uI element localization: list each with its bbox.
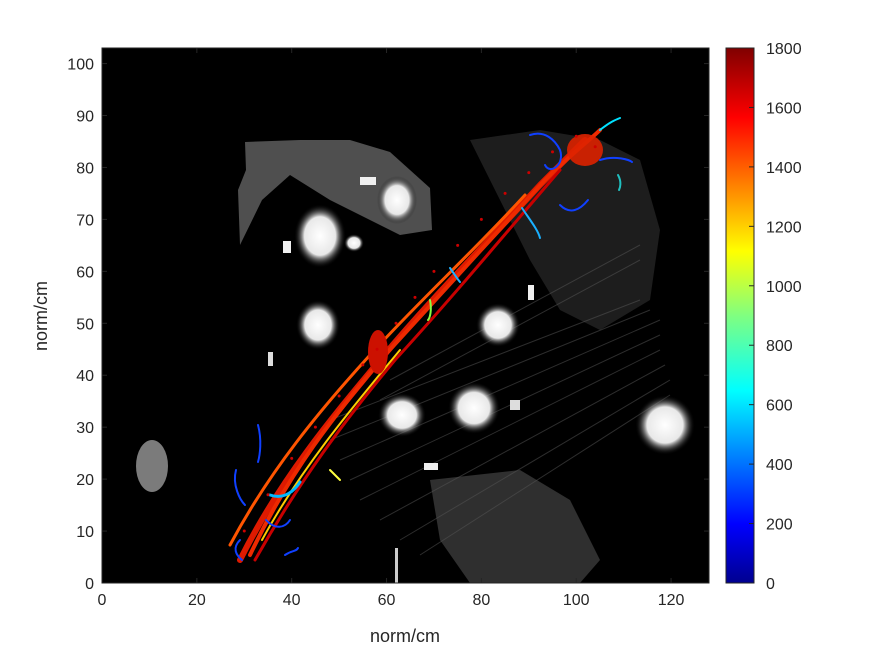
y-tick-label: 20 bbox=[76, 472, 94, 489]
data-point bbox=[242, 529, 246, 533]
colorbar-tick-label: 1200 bbox=[766, 219, 802, 236]
data-point bbox=[266, 493, 270, 497]
background-image bbox=[136, 130, 695, 583]
data-point bbox=[413, 295, 417, 299]
x-axis: 0 20 40 60 80 100 120 bbox=[98, 48, 685, 609]
colorbar-tick-label: 600 bbox=[766, 398, 793, 415]
data-point bbox=[551, 150, 555, 154]
colorbar-axis: 0 200 400 600 800 1000 1200 1400 1600 1800 bbox=[749, 41, 802, 593]
x-tick-label: 0 bbox=[98, 592, 107, 609]
data-point bbox=[527, 171, 531, 175]
colorbar-tick-label: 200 bbox=[766, 517, 793, 534]
y-tick-label: 40 bbox=[76, 368, 94, 385]
x-tick-label: 80 bbox=[472, 592, 490, 609]
streamlines bbox=[228, 117, 633, 563]
y-axis-label: norm/cm bbox=[31, 281, 51, 351]
x-tick-label: 100 bbox=[563, 592, 590, 609]
series-points bbox=[242, 134, 597, 533]
data-point bbox=[394, 321, 398, 325]
x-tick-label: 20 bbox=[188, 592, 206, 609]
y-tick-label: 90 bbox=[76, 109, 94, 126]
x-tick-label: 120 bbox=[658, 592, 685, 609]
data-point bbox=[456, 243, 460, 247]
data-point bbox=[479, 217, 483, 221]
data-point bbox=[432, 269, 436, 273]
y-tick-label: 10 bbox=[76, 524, 94, 541]
y-tick-label: 50 bbox=[76, 316, 94, 333]
y-tick-label: 70 bbox=[76, 212, 94, 229]
y-tick-label: 30 bbox=[76, 420, 94, 437]
x-tick-label: 60 bbox=[378, 592, 396, 609]
plot-frame bbox=[101, 47, 710, 584]
colorbar-tick-label: 1400 bbox=[766, 160, 802, 177]
data-point bbox=[503, 191, 507, 195]
colorbar-tick-label: 0 bbox=[766, 576, 775, 593]
colorbar-tick-label: 800 bbox=[766, 338, 793, 355]
data-point bbox=[337, 394, 341, 398]
colorbar bbox=[725, 47, 755, 584]
colorbar-tick-label: 1800 bbox=[766, 41, 802, 58]
y-tick-label: 60 bbox=[76, 264, 94, 281]
data-point bbox=[593, 145, 597, 149]
data-point bbox=[361, 363, 365, 367]
x-axis-label: norm/cm bbox=[370, 626, 440, 646]
colorbar-tick-label: 1600 bbox=[766, 100, 802, 117]
data-point bbox=[574, 134, 578, 138]
y-axis: 0 10 20 30 40 50 60 70 80 90 100 bbox=[67, 57, 709, 593]
data-point bbox=[290, 456, 294, 460]
data-point bbox=[313, 425, 317, 429]
y-tick-label: 0 bbox=[85, 576, 94, 593]
colorbar-tick-label: 400 bbox=[766, 457, 793, 474]
colorbar-tick-label: 1000 bbox=[766, 279, 802, 296]
x-tick-label: 40 bbox=[283, 592, 301, 609]
y-tick-label: 80 bbox=[76, 160, 94, 177]
y-tick-label: 100 bbox=[67, 57, 94, 74]
data-point bbox=[375, 347, 379, 351]
